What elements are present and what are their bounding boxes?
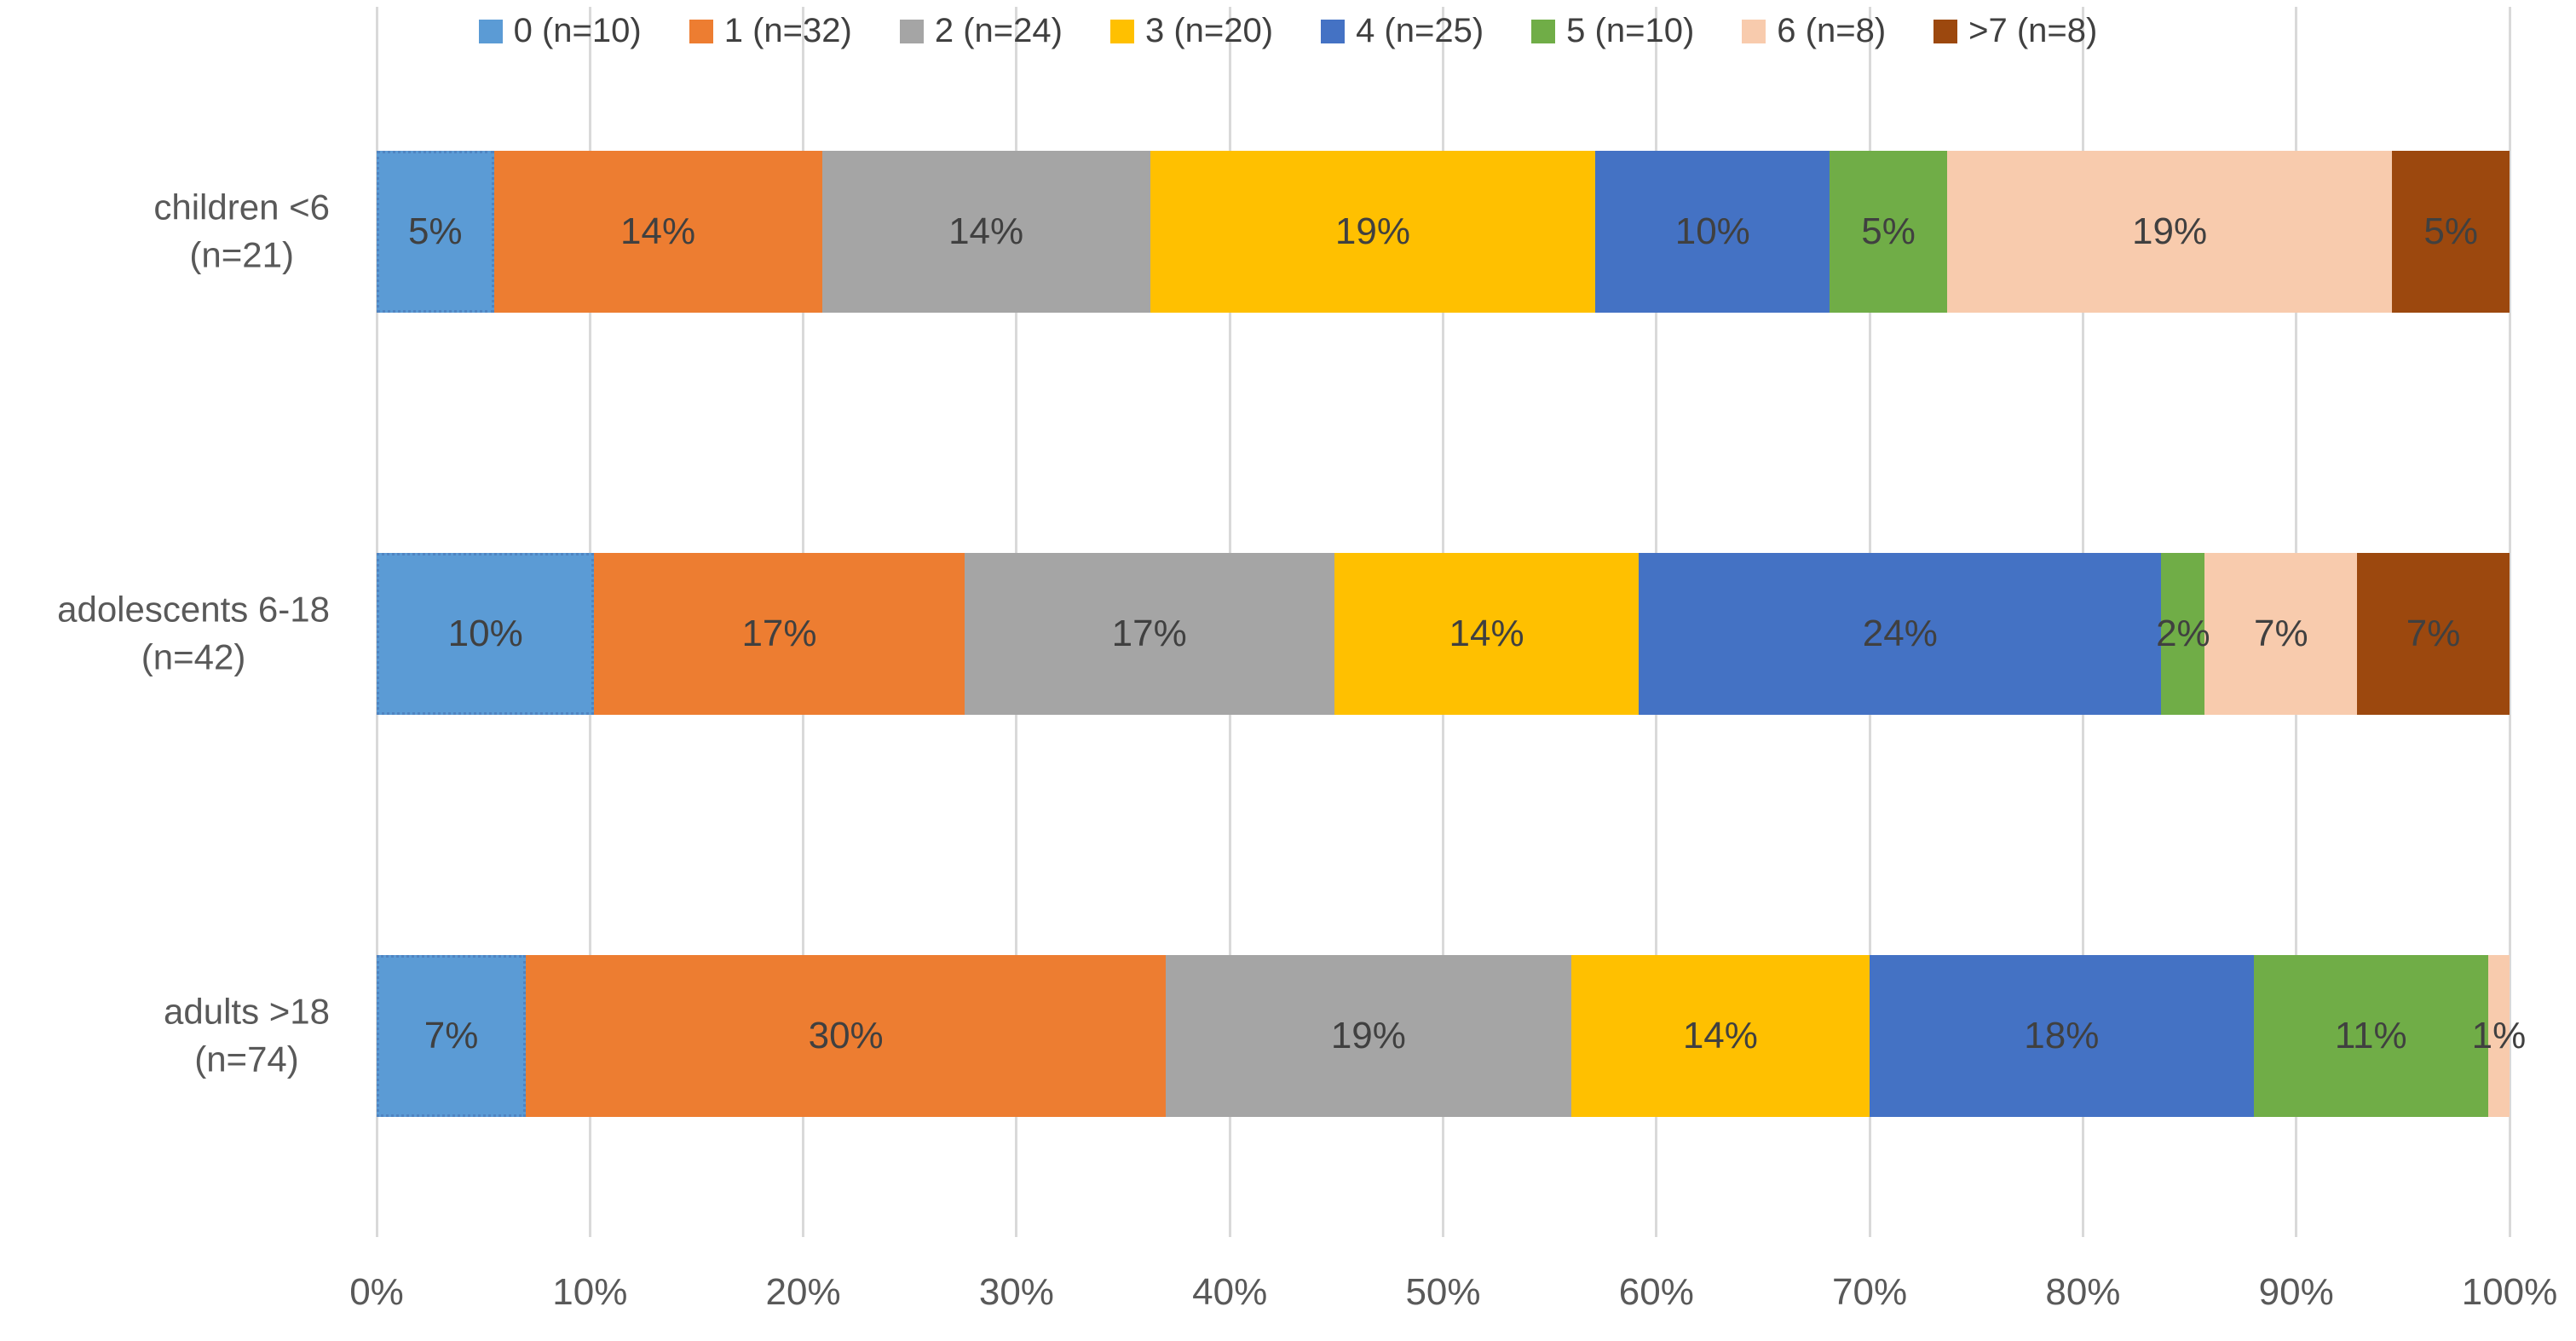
- bar-segment: 14%: [493, 151, 822, 313]
- bar-segment: 10%: [377, 553, 595, 715]
- x-axis-tick-label: 90%: [2258, 1271, 2334, 1313]
- legend-item: >7 (n=8): [1933, 12, 2097, 50]
- bar-segment: 14%: [1334, 553, 1640, 715]
- category-label-line1: adults >18: [164, 991, 330, 1032]
- segment-data-label: 7%: [2406, 613, 2461, 654]
- bar-segment: 17%: [964, 553, 1334, 715]
- legend-label: 4 (n=25): [1356, 12, 1484, 49]
- bar-segment: 10%: [1595, 151, 1830, 313]
- bar-segment: 7%: [377, 955, 527, 1117]
- x-axis-tick-label: 80%: [2045, 1271, 2121, 1313]
- legend-item: 2 (n=24): [899, 12, 1063, 50]
- gridline: [2508, 7, 2511, 1237]
- segment-data-label: 11%: [2334, 1015, 2407, 1056]
- legend-item: 4 (n=25): [1321, 12, 1484, 50]
- legend-label: 2 (n=24): [934, 12, 1063, 49]
- segment-data-label: 19%: [1330, 1015, 1406, 1056]
- bar-segment: 30%: [526, 955, 1167, 1117]
- segment-data-label: 2%: [2156, 613, 2210, 654]
- segment-data-label: 10%: [447, 613, 523, 654]
- segment-data-label: 30%: [808, 1015, 884, 1056]
- legend-label: 3 (n=20): [1144, 12, 1274, 49]
- x-axis-tick-label: 0%: [349, 1271, 404, 1313]
- legend-swatch-icon: [1109, 19, 1134, 43]
- segment-data-label: 24%: [1862, 613, 1938, 654]
- legend-swatch-icon: [899, 19, 924, 43]
- legend-item: 6 (n=8): [1742, 12, 1886, 50]
- bar-segment: 5%: [1830, 151, 1947, 313]
- chart-legend: 0 (n=10) 1 (n=32) 2 (n=24) 3 (n=20) 4 (n=25)…: [0, 12, 2576, 50]
- x-axis-tick-label: 40%: [1192, 1271, 1268, 1313]
- category-label-line2: (n=21): [189, 235, 294, 275]
- segment-data-label: 19%: [2132, 210, 2208, 252]
- bar-segment: 19%: [1150, 151, 1596, 313]
- bar-segment: 17%: [594, 553, 965, 715]
- legend-item: 3 (n=20): [1109, 12, 1274, 50]
- legend-label: 1 (n=32): [723, 12, 852, 49]
- bar-segment: 5%: [377, 151, 494, 313]
- bar-segment: 7%: [2357, 553, 2510, 715]
- category-label-line1: children <6: [153, 187, 330, 227]
- segment-data-label: 7%: [2253, 613, 2308, 654]
- legend-item: 5 (n=10): [1531, 12, 1694, 50]
- bar-segment: 1%: [2472, 955, 2526, 1117]
- segment-data-label: 7%: [424, 1015, 479, 1056]
- legend-item: 1 (n=32): [689, 12, 852, 50]
- segment-data-label: 5%: [1861, 210, 1916, 252]
- segment-data-label: 14%: [948, 210, 1024, 252]
- bar-row: 5% 14% 14% 19% 10% 5% 19% 5%: [377, 151, 2510, 313]
- legend-item: 0 (n=10): [478, 12, 642, 50]
- category-label-line2: (n=42): [141, 637, 246, 677]
- segment-data-label: 1%: [2471, 1015, 2527, 1056]
- x-axis-tick-label: 70%: [1832, 1271, 1908, 1313]
- bar-row: 7% 30% 19% 14% 18% 11% 1%: [377, 955, 2526, 1117]
- bar-segment: 11%: [2253, 955, 2488, 1117]
- segment-data-label: 17%: [741, 613, 817, 654]
- segment-data-label: 14%: [1449, 613, 1524, 654]
- segment-data-label: 14%: [1682, 1015, 1758, 1056]
- category-label: adults >18 (n=74): [164, 988, 330, 1085]
- bar-segment: 19%: [1946, 151, 2393, 313]
- legend-swatch-icon: [1531, 19, 1556, 43]
- segment-data-label: 17%: [1111, 613, 1187, 654]
- x-axis-tick-label: 10%: [552, 1271, 628, 1313]
- bar-segment: 14%: [821, 151, 1150, 313]
- bar-segment: 5%: [2392, 151, 2510, 313]
- legend-swatch-icon: [1321, 19, 1346, 43]
- legend-swatch-icon: [478, 19, 503, 43]
- bar-segment: 19%: [1166, 955, 1571, 1117]
- segment-data-label: 14%: [620, 210, 696, 252]
- x-axis-tick-label: 50%: [1405, 1271, 1481, 1313]
- segment-data-label: 19%: [1334, 210, 1410, 252]
- segment-data-label: 18%: [2024, 1015, 2100, 1056]
- segment-data-label: 10%: [1674, 210, 1750, 252]
- segment-data-label: 5%: [407, 210, 463, 252]
- category-label: adolescents 6-18 (n=42): [57, 586, 330, 682]
- bar-segment: 14%: [1570, 955, 1870, 1117]
- legend-label: 5 (n=10): [1566, 12, 1695, 49]
- legend-label: >7 (n=8): [1968, 12, 2098, 49]
- legend-swatch-icon: [1933, 19, 1958, 43]
- bar-segment: 2%: [2156, 553, 2210, 715]
- legend-swatch-icon: [689, 19, 713, 43]
- bar-segment: 7%: [2204, 553, 2358, 715]
- legend-swatch-icon: [1742, 19, 1766, 43]
- category-label-line2: (n=74): [194, 1039, 299, 1079]
- bar-segment: 18%: [1870, 955, 2254, 1117]
- x-axis-tick-label: 60%: [1618, 1271, 1694, 1313]
- x-axis-tick-label: 30%: [978, 1271, 1054, 1313]
- legend-label: 6 (n=8): [1777, 12, 1887, 49]
- bar-segment: 24%: [1639, 553, 2162, 715]
- bar-row: 10% 17% 17% 14% 24% 2% 7% 7%: [377, 553, 2510, 715]
- x-axis-tick-label: 20%: [765, 1271, 841, 1313]
- segment-data-label: 5%: [2423, 210, 2478, 252]
- x-axis-tick-label: 100%: [2461, 1271, 2558, 1313]
- legend-label: 0 (n=10): [513, 12, 642, 49]
- category-label-line1: adolescents 6-18: [57, 589, 330, 630]
- category-label: children <6 (n=21): [153, 184, 330, 280]
